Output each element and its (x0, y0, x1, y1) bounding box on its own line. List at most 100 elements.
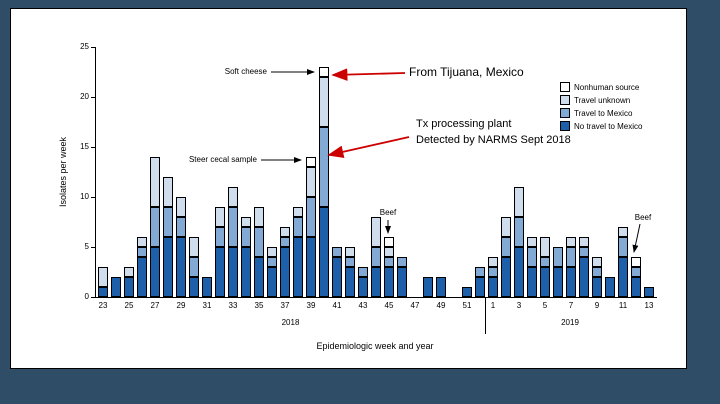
y-tick-mark (91, 247, 95, 248)
bar-segment-travel-unknown (124, 267, 134, 277)
bar-segment-no-travel-to-mexico (267, 267, 277, 297)
bar-week-29 (176, 197, 186, 297)
bar-segment-nonhuman-source (319, 67, 329, 77)
y-tick-mark (91, 47, 95, 48)
bar-segment-travel-to-mexico (137, 247, 147, 257)
bar-week-10 (605, 277, 615, 297)
bar-segment-travel-to-mexico (527, 247, 537, 267)
bar-week-42 (345, 247, 355, 297)
bar-week-46 (397, 257, 407, 297)
x-tick-label: 13 (644, 301, 654, 310)
x-tick-label: 31 (202, 301, 212, 310)
bar-segment-no-travel-to-mexico (189, 277, 199, 297)
bar-week-41 (332, 247, 342, 297)
x-tick-label: 23 (98, 301, 108, 310)
bar-week-44 (371, 217, 381, 297)
bar-week-49 (436, 277, 446, 297)
bar-segment-travel-unknown (280, 227, 290, 237)
beef-2019-label: Beef (634, 213, 652, 222)
x-tick-label: 51 (462, 301, 472, 310)
x-axis-ticks: 23 25 27 29 31 33 35 37 39 41 43 45 47 49 51 1 3 5 7 9 11 13 (96, 301, 657, 313)
bar-segment-travel-to-mexico (514, 217, 524, 247)
bar-segment-travel-to-mexico (618, 237, 628, 257)
bar-segment-travel-to-mexico (397, 257, 407, 267)
bar-segment-no-travel-to-mexico (254, 257, 264, 297)
x-tick-label: 47 (410, 301, 420, 310)
steer-cecal-label: Steer cecal sample (188, 155, 257, 164)
legend-swatch (560, 95, 570, 105)
bar-segment-travel-unknown (228, 187, 238, 207)
x-tick-label: 1 (490, 301, 496, 310)
bar-week-32 (215, 207, 225, 297)
legend-label: No travel to Mexico (574, 121, 643, 131)
bar-week-43 (358, 267, 368, 297)
bar-segment-no-travel-to-mexico (98, 287, 108, 297)
bar-week-35 (254, 207, 264, 297)
bar-segment-travel-to-mexico (319, 127, 329, 207)
bar-segment-no-travel-to-mexico (319, 207, 329, 297)
y-tick-mark (91, 197, 95, 198)
tx-plant-label-line1: Tx processing plant (416, 118, 512, 130)
x-tick-label: 29 (176, 301, 186, 310)
bar-segment-no-travel-to-mexico (553, 267, 563, 297)
bar-segment-travel-to-mexico (163, 207, 173, 237)
tijuana-label: From Tijuana, Mexico (409, 65, 524, 79)
bar-week-11 (618, 227, 628, 297)
x-tick-label: 39 (306, 301, 316, 310)
bar-week-33 (228, 187, 238, 297)
bar-segment-travel-to-mexico (215, 227, 225, 247)
bar-segment-no-travel-to-mexico (176, 237, 186, 297)
bar-segment-travel-to-mexico (332, 247, 342, 257)
bar-segment-no-travel-to-mexico (280, 247, 290, 297)
bar-segment-no-travel-to-mexico (475, 277, 485, 297)
bar-segment-no-travel-to-mexico (345, 267, 355, 297)
bar-segment-no-travel-to-mexico (605, 277, 615, 297)
bar-week-48 (423, 277, 433, 297)
bar-segment-no-travel-to-mexico (527, 267, 537, 297)
bar-segment-travel-to-mexico (280, 237, 290, 247)
bar-segment-no-travel-to-mexico (592, 277, 602, 297)
y-tick-mark (91, 147, 95, 148)
bar-segment-travel-to-mexico (293, 217, 303, 237)
bar-segment-no-travel-to-mexico (462, 287, 472, 297)
y-tick-mark (91, 97, 95, 98)
bar-segment-travel-unknown (293, 207, 303, 217)
bar-segment-travel-unknown (540, 237, 550, 257)
bar-segment-travel-to-mexico (579, 247, 589, 257)
bar-segment-no-travel-to-mexico (644, 287, 654, 297)
bar-week-34 (241, 217, 251, 297)
bar-segment-travel-unknown (241, 217, 251, 227)
bar-segment-travel-unknown (150, 157, 160, 207)
bar-segment-travel-unknown (319, 77, 329, 127)
bar-segment-travel-to-mexico (553, 247, 563, 267)
bar-segment-travel-unknown (254, 207, 264, 227)
bar-week-5 (540, 237, 550, 297)
bar-segment-travel-to-mexico (176, 217, 186, 237)
bar-segment-no-travel-to-mexico (566, 267, 576, 297)
bar-segment-nonhuman-source (306, 157, 316, 167)
x-tick-label: 43 (358, 301, 368, 310)
bar-segment-travel-to-mexico (228, 207, 238, 247)
bar-week-12 (631, 257, 641, 297)
bar-week-27 (150, 157, 160, 297)
bar-segment-no-travel-to-mexico (579, 257, 589, 297)
bar-week-25 (124, 267, 134, 297)
bar-segment-no-travel-to-mexico (436, 277, 446, 297)
year-label-2018: 2018 (281, 318, 300, 327)
bar-segment-travel-to-mexico (267, 257, 277, 267)
bar-segment-travel-unknown (98, 267, 108, 287)
bar-segment-travel-unknown (163, 177, 173, 207)
bar-segment-travel-to-mexico (306, 197, 316, 237)
x-tick-label: 25 (124, 301, 134, 310)
bar-segment-nonhuman-source (631, 257, 641, 267)
year-separator-line (485, 297, 486, 334)
bar-segment-travel-to-mexico (501, 237, 511, 257)
bar-segment-no-travel-to-mexico (488, 277, 498, 297)
bar-week-52 (475, 267, 485, 297)
x-tick-label: 41 (332, 301, 342, 310)
slide-panel: Isolates per week 0 5 10 15 20 25 23 25 27 29 31 3… (10, 8, 687, 369)
y-tick-label: 20 (80, 92, 89, 101)
bar-segment-travel-to-mexico (241, 227, 251, 247)
bar-week-23 (98, 267, 108, 297)
